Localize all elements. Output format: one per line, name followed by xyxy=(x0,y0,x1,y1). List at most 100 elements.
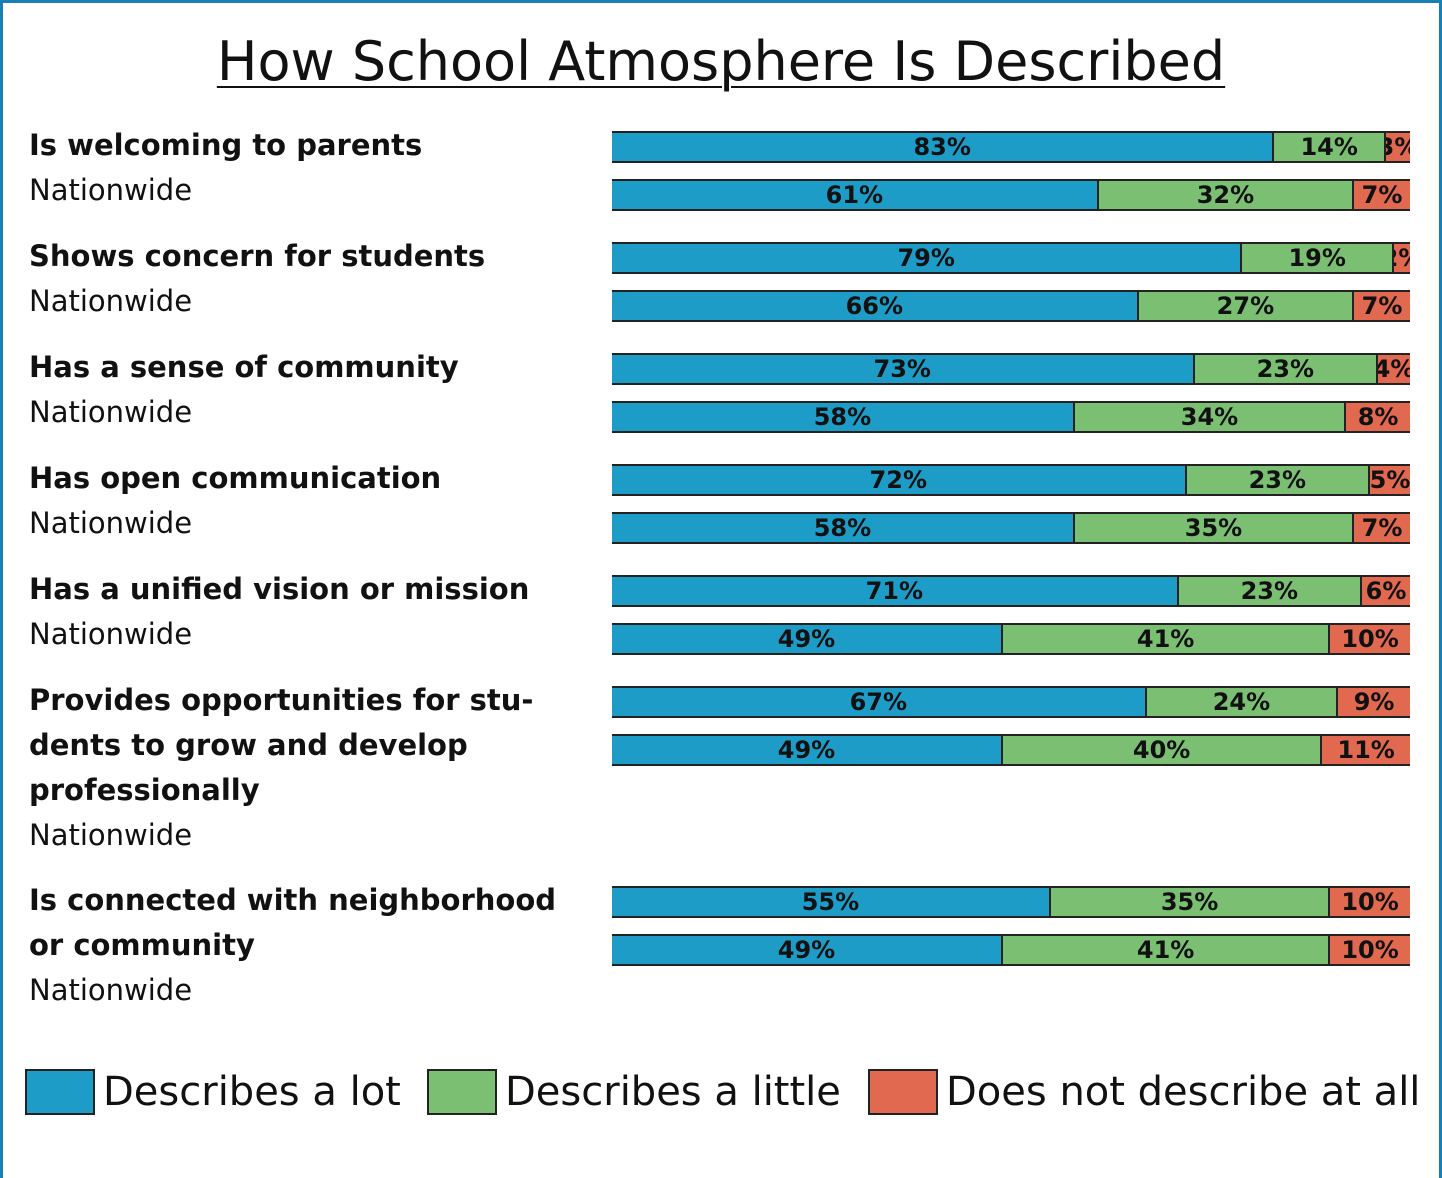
bar-segment: 9% xyxy=(1338,688,1410,716)
value-label: 8% xyxy=(1357,403,1399,431)
bar-segment: 27% xyxy=(1138,292,1355,320)
value-label: 49% xyxy=(777,625,836,653)
value-label: 73% xyxy=(873,355,931,383)
bar-segment: 14% xyxy=(1274,133,1387,161)
value-label: 23% xyxy=(1240,577,1299,605)
category-group: Shows concern for students Nationwide xyxy=(29,234,599,324)
bar-row: 71% 23% 6% xyxy=(612,575,1410,607)
bar-segment: 6% xyxy=(1362,577,1410,605)
category-group: Has open communication Nationwide xyxy=(29,456,599,546)
bar-segment: 10% xyxy=(1330,888,1410,916)
bar-segment: 41% xyxy=(1003,625,1331,653)
value-label: 7% xyxy=(1361,181,1403,209)
bar-row: 58% 34% 8% xyxy=(612,401,1410,433)
chart-title: How School Atmosphere Is Described xyxy=(216,30,1226,93)
sub-label: Nationwide xyxy=(29,173,193,207)
legend-item: Describes a lot xyxy=(25,1068,401,1116)
value-label: 23% xyxy=(1256,355,1315,383)
bar-segment: 58% xyxy=(612,403,1075,431)
bar-segment: 7% xyxy=(1354,514,1410,542)
value-label: 7% xyxy=(1361,292,1403,320)
value-label: 11% xyxy=(1337,736,1395,764)
value-label: 4% xyxy=(1378,355,1410,383)
bar-segment: 49% xyxy=(612,936,1004,964)
bar-segment: 67% xyxy=(612,688,1147,716)
bar-segment: 7% xyxy=(1354,292,1410,320)
bar-segment: 71% xyxy=(612,577,1179,605)
bar-row: 79% 19% 2% xyxy=(612,242,1410,274)
value-label: 24% xyxy=(1212,688,1271,716)
value-label: 23% xyxy=(1248,466,1307,494)
value-label: 67% xyxy=(849,688,908,716)
bar-segment: 10% xyxy=(1330,625,1410,653)
category-group: Is welcoming to parents Nationwide xyxy=(29,123,599,213)
value-label: 40% xyxy=(1132,736,1191,764)
value-label: 55% xyxy=(801,888,860,916)
bar-segment: 58% xyxy=(612,514,1075,542)
category-group: Has a unified vision or mission Nationwid… xyxy=(29,567,599,657)
value-label: 58% xyxy=(813,403,872,431)
value-label: 41% xyxy=(1136,625,1195,653)
legend-item: Does not describe at all xyxy=(868,1068,1420,1116)
category-label: Has a unified vision or mission xyxy=(29,572,530,606)
bar-segment: 49% xyxy=(612,736,1004,764)
legend-item: Describes a little xyxy=(427,1068,841,1116)
value-label: 72% xyxy=(869,466,927,494)
bar-row: 61% 32% 7% xyxy=(612,179,1410,211)
bar-row: 66% 27% 7% xyxy=(612,290,1410,322)
bar-segment: 11% xyxy=(1322,736,1410,764)
category-label: Has a sense of community xyxy=(29,350,459,384)
bar-segment: 66% xyxy=(612,292,1139,320)
bar-segment: 3% xyxy=(1386,133,1410,161)
bar-segment: 41% xyxy=(1003,936,1331,964)
sub-label: Nationwide xyxy=(29,818,193,852)
legend-swatch xyxy=(427,1069,497,1115)
category-label: Provides opportunities for stu­dents to … xyxy=(29,683,534,807)
value-label: 35% xyxy=(1184,514,1243,542)
sub-label: Nationwide xyxy=(29,973,193,1007)
value-label: 9% xyxy=(1353,688,1395,716)
value-label: 71% xyxy=(865,577,924,605)
value-label: 10% xyxy=(1341,888,1399,916)
bar-segment: 7% xyxy=(1354,181,1410,209)
value-label: 7% xyxy=(1361,514,1403,542)
bar-segment: 83% xyxy=(612,133,1275,161)
bar-segment: 8% xyxy=(1346,403,1410,431)
value-label: 2% xyxy=(1394,244,1410,272)
bar-segment: 10% xyxy=(1330,936,1410,964)
value-label: 3% xyxy=(1386,133,1410,161)
category-group: Is connected with neighborhood or commun… xyxy=(29,878,599,1013)
legend-swatch xyxy=(25,1069,95,1115)
value-label: 49% xyxy=(777,736,836,764)
value-label: 41% xyxy=(1136,936,1195,964)
bar-segment: 55% xyxy=(612,888,1051,916)
value-label: 35% xyxy=(1160,888,1219,916)
sub-label: Nationwide xyxy=(29,617,193,651)
bar-segment: 73% xyxy=(612,355,1195,383)
value-label: 6% xyxy=(1365,577,1407,605)
value-label: 5% xyxy=(1370,466,1410,494)
value-label: 49% xyxy=(777,936,836,964)
bar-row: 67% 24% 9% xyxy=(612,686,1410,718)
bar-segment: 40% xyxy=(1003,736,1323,764)
legend-label: Describes a little xyxy=(505,1069,841,1115)
category-label: Is connected with neighborhood or commun… xyxy=(29,883,557,962)
sub-label: Nationwide xyxy=(29,284,193,318)
value-label: 32% xyxy=(1196,181,1255,209)
value-label: 19% xyxy=(1288,244,1346,272)
bar-segment: 32% xyxy=(1098,181,1355,209)
sub-label: Nationwide xyxy=(29,395,193,429)
bar-segment: 4% xyxy=(1378,355,1410,383)
bar-row: 73% 23% 4% xyxy=(612,353,1410,385)
value-label: 14% xyxy=(1300,133,1358,161)
legend-label: Does not describe at all xyxy=(946,1069,1421,1115)
bar-segment: 23% xyxy=(1186,466,1371,494)
bar-row: 55% 35% 10% xyxy=(612,886,1410,918)
value-label: 27% xyxy=(1216,292,1275,320)
bar-segment: 61% xyxy=(612,181,1099,209)
bar-segment: 23% xyxy=(1194,355,1379,383)
bar-row: 83% 14% 3% xyxy=(612,131,1410,163)
bar-row: 49% 41% 10% xyxy=(612,934,1410,966)
value-label: 34% xyxy=(1180,403,1239,431)
